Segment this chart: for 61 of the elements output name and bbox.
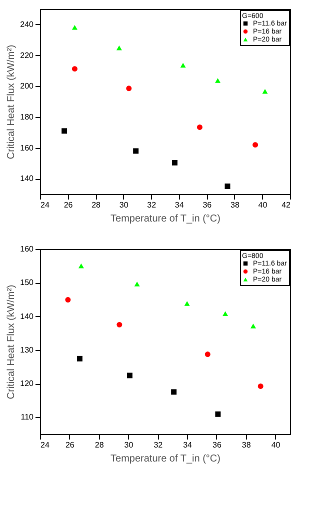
point (184, 301, 190, 306)
x-tick-label: 30 (124, 440, 134, 450)
x-tick-label: 28 (94, 440, 104, 450)
y-tick-label: 130 (20, 345, 34, 354)
point (116, 45, 122, 50)
y-tick-label: 160 (20, 244, 34, 254)
x-tick-label: 26 (64, 200, 74, 210)
y-tick-label: 120 (20, 379, 34, 388)
point (116, 322, 122, 328)
x-tick-label: 34 (174, 200, 184, 210)
y-tick-label: 220 (20, 50, 34, 60)
point (72, 66, 78, 72)
y-tick-label: 140 (20, 312, 34, 321)
x-tick-label: 26 (65, 440, 75, 450)
x-tick-label: 32 (147, 200, 157, 210)
point (133, 148, 139, 154)
point (258, 384, 264, 389)
point (126, 86, 132, 92)
x-tick-label: 36 (212, 440, 222, 450)
point (262, 88, 268, 94)
y-tick-label: 200 (20, 82, 34, 91)
x-tick-label: 28 (92, 200, 102, 210)
y-axis-title: Critical Heat Flux (kW/m²) (6, 284, 18, 400)
point (250, 324, 256, 328)
point (78, 263, 84, 268)
x-tick-label: 38 (242, 440, 252, 450)
y-tick-label: 150 (20, 278, 34, 288)
point (252, 142, 258, 148)
x-tick-label: 38 (230, 200, 240, 210)
y-tick-label: 140 (20, 174, 34, 184)
point (215, 78, 221, 83)
point (62, 128, 68, 134)
y-tick-label: 160 (20, 143, 34, 152)
point (126, 372, 132, 378)
point (196, 124, 202, 130)
x-tick-label: 40 (271, 440, 281, 450)
point (76, 356, 82, 362)
point (204, 352, 210, 358)
x-tick-label: 40 (258, 200, 268, 210)
point (215, 411, 221, 417)
point (72, 24, 78, 30)
x-axis-title: Temperature of T_in (°C) (110, 454, 220, 464)
point (134, 282, 140, 286)
x-tick-label: 36 (202, 200, 212, 210)
point (180, 62, 186, 68)
point (224, 184, 230, 190)
point (171, 389, 177, 395)
x-tick-label: 42 (282, 200, 292, 210)
x-axis-title: Temperature of T_in (°C) (110, 214, 220, 224)
point (222, 311, 228, 316)
x-tick-label: 34 (183, 440, 193, 450)
point (172, 160, 178, 166)
x-tick-label: 24 (40, 200, 50, 210)
x-tick-label: 24 (40, 440, 50, 450)
x-tick-label: 32 (154, 440, 164, 450)
y-tick-label: 180 (20, 112, 34, 122)
x-tick-label: 30 (119, 200, 129, 210)
y-tick-label: 240 (20, 20, 34, 29)
y-axis-title: Critical Heat Flux (kW/m²) (6, 44, 18, 160)
y-tick-label: 110 (20, 412, 34, 422)
point (65, 297, 71, 303)
